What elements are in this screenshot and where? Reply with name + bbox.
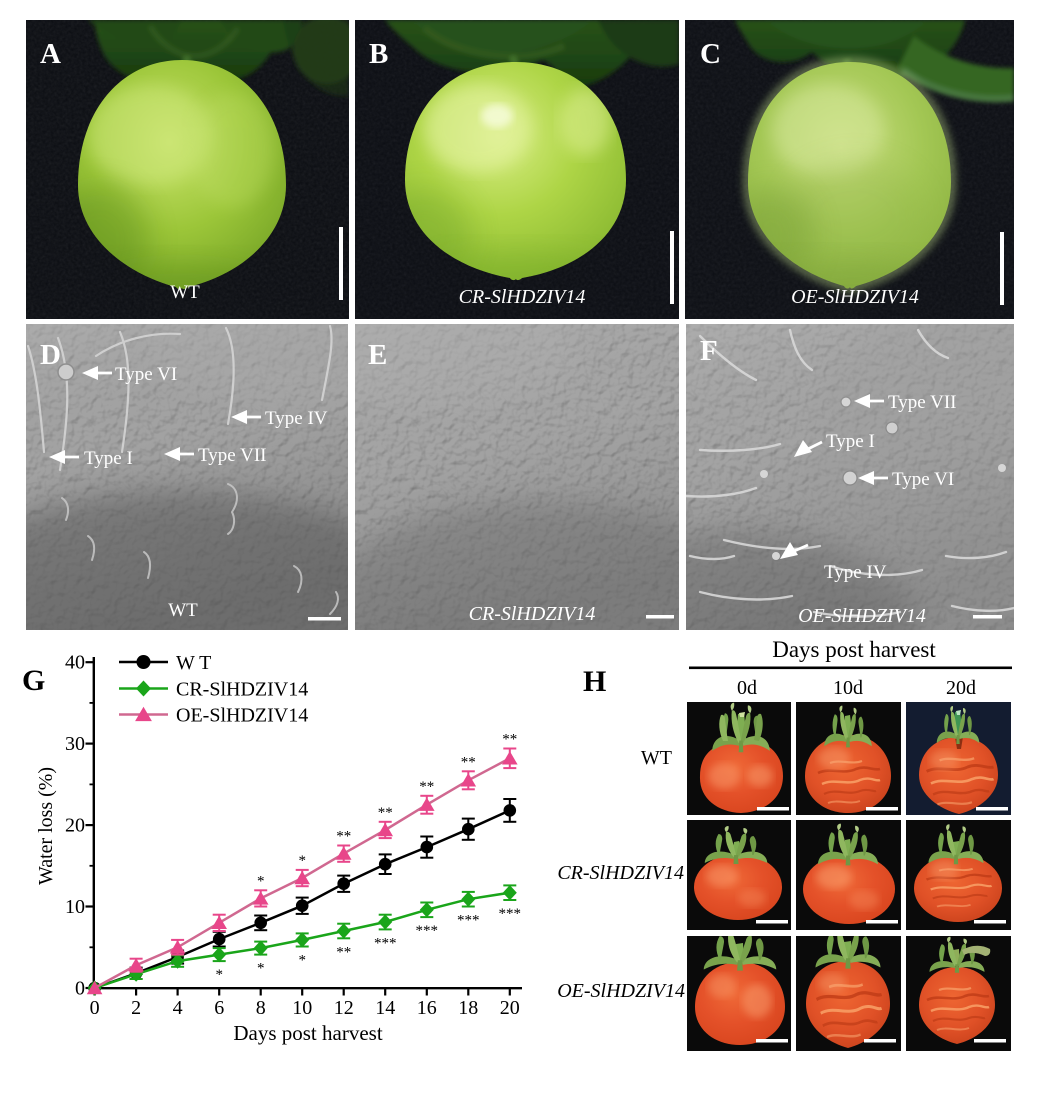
svg-text:20: 20 (65, 815, 85, 837)
svg-text:Type IV: Type IV (265, 408, 328, 429)
svg-text:*: * (298, 953, 306, 969)
svg-text:Type VII: Type VII (888, 392, 957, 413)
svg-text:10d: 10d (833, 677, 863, 699)
svg-text:Days post harvest: Days post harvest (233, 1021, 382, 1045)
svg-text:C: C (700, 38, 721, 70)
svg-text:OE-SlHDZIV14: OE-SlHDZIV14 (798, 605, 926, 627)
svg-text:30: 30 (65, 733, 85, 755)
svg-text:2: 2 (131, 997, 141, 1019)
svg-text:0: 0 (90, 997, 100, 1019)
svg-text:CR-SlHDZIV14: CR-SlHDZIV14 (557, 862, 684, 884)
svg-text:20: 20 (500, 997, 520, 1019)
svg-text:***: *** (416, 923, 439, 939)
svg-text:40: 40 (65, 652, 85, 674)
svg-text:***: *** (457, 913, 480, 929)
svg-text:WT: WT (168, 600, 198, 621)
svg-text:D: D (40, 339, 61, 371)
svg-text:WT: WT (641, 747, 672, 769)
svg-text:16: 16 (417, 997, 437, 1019)
svg-text:WT: WT (170, 282, 200, 303)
svg-text:**: ** (336, 829, 351, 845)
svg-text:W T: W T (176, 652, 211, 674)
svg-text:*: * (257, 873, 265, 889)
svg-text:CR-SlHDZIV14: CR-SlHDZIV14 (459, 286, 586, 308)
svg-text:**: ** (461, 754, 476, 770)
svg-text:A: A (40, 38, 61, 70)
svg-text:10: 10 (65, 896, 85, 918)
svg-text:14: 14 (375, 997, 395, 1019)
svg-text:F: F (700, 335, 718, 367)
svg-text:Type I: Type I (84, 448, 133, 469)
svg-text:6: 6 (214, 997, 224, 1019)
svg-text:B: B (369, 38, 388, 70)
svg-text:Type VI: Type VI (115, 364, 177, 385)
svg-text:Type VII: Type VII (198, 445, 267, 466)
svg-text:20d: 20d (946, 677, 976, 699)
svg-text:*: * (257, 961, 265, 977)
svg-text:12: 12 (334, 997, 354, 1019)
svg-text:**: ** (336, 944, 351, 960)
svg-text:0d: 0d (737, 677, 757, 699)
svg-text:OE-SlHDZIV14: OE-SlHDZIV14 (791, 286, 919, 308)
svg-text:0: 0 (75, 978, 85, 1000)
svg-text:4: 4 (173, 997, 183, 1019)
svg-text:CR-SlHDZIV14: CR-SlHDZIV14 (176, 679, 308, 701)
svg-text:18: 18 (458, 997, 478, 1019)
svg-text:Days post harvest: Days post harvest (772, 637, 936, 662)
svg-text:*: * (215, 967, 223, 983)
svg-text:E: E (368, 339, 387, 371)
svg-text:OE-SlHDZIV14: OE-SlHDZIV14 (176, 705, 308, 727)
svg-text:**: ** (419, 779, 434, 795)
svg-text:**: ** (378, 805, 393, 821)
svg-text:*: * (298, 853, 306, 869)
svg-text:***: *** (374, 935, 397, 951)
svg-text:H: H (583, 665, 606, 698)
svg-text:10: 10 (292, 997, 312, 1019)
svg-text:Type I: Type I (826, 431, 875, 452)
svg-text:OE-SlHDZIV14: OE-SlHDZIV14 (557, 980, 685, 1002)
svg-text:**: ** (502, 732, 517, 748)
svg-text:G: G (22, 664, 45, 697)
svg-text:Water loss (%): Water loss (%) (35, 767, 57, 885)
svg-text:Type IV: Type IV (824, 562, 887, 583)
svg-text:***: *** (499, 906, 522, 922)
svg-text:Type VI: Type VI (892, 469, 954, 490)
svg-text:8: 8 (256, 997, 266, 1019)
svg-text:CR-SlHDZIV14: CR-SlHDZIV14 (469, 603, 596, 625)
